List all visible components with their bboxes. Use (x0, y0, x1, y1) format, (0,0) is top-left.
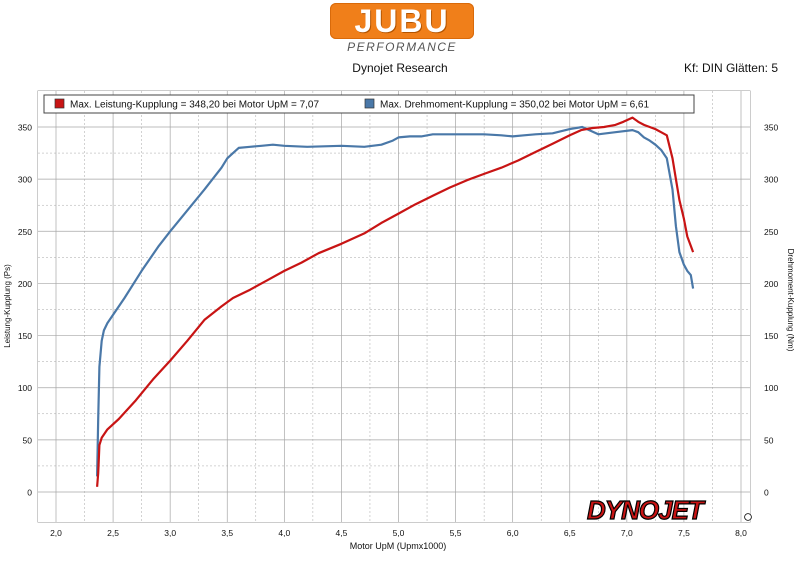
jubu-logo: JUBU PERFORMANCE (330, 3, 474, 54)
x-tick-label: 3,5 (221, 528, 233, 538)
x-tick-label: 6,5 (564, 528, 576, 538)
dynojet-logo: DYNOJET (586, 494, 752, 524)
right-y-tick-label: 250 (764, 227, 778, 237)
left-y-tick-label: 250 (18, 227, 32, 237)
left-axis-ticks: 0 50 100 150 200 250 300 350 (18, 123, 32, 498)
legend-swatch-power (54, 98, 65, 109)
x-tick-label: 4,0 (278, 528, 290, 538)
logo-subtext: PERFORMANCE (347, 40, 457, 54)
x-tick-label: 7,5 (678, 528, 690, 538)
right-axis-label: Drehmoment-Kupplung (Nm) (786, 249, 795, 352)
logo-background (330, 3, 474, 39)
x-tick-label: 8,0 (735, 528, 747, 538)
x-tick-label: 5,5 (450, 528, 462, 538)
x-tick-label: 2,0 (50, 528, 62, 538)
x-tick-label: 3,0 (164, 528, 176, 538)
logo-text: JUBU (354, 3, 450, 39)
dynojet-logo-text: DYNOJET (587, 495, 706, 524)
x-tick-label: 2,5 (107, 528, 119, 538)
left-axis-label: Leistung-Kupplung (Ps) (3, 264, 12, 348)
grid-lines (38, 91, 750, 522)
left-y-tick-label: 350 (18, 123, 32, 133)
x-axis-label: Motor UpM (Upmx1000) (350, 541, 447, 551)
right-axis-ticks: 0 50 100 150 200 250 300 350 (764, 123, 778, 498)
legend-swatch-torque (364, 98, 375, 109)
right-y-tick-label: 100 (764, 383, 778, 393)
right-y-tick-label: 300 (764, 175, 778, 185)
x-tick-label: 5,0 (393, 528, 405, 538)
torque-series-line (96, 125, 695, 477)
left-y-tick-label: 50 (23, 435, 33, 445)
right-y-tick-label: 350 (764, 123, 778, 133)
plot-area (38, 91, 750, 522)
x-tick-label: 6,0 (507, 528, 519, 538)
left-y-tick-label: 200 (18, 279, 32, 289)
left-y-tick-label: 150 (18, 331, 32, 341)
right-y-tick-label: 150 (764, 331, 778, 341)
registered-mark-icon (744, 513, 752, 521)
right-y-tick-label: 50 (764, 435, 774, 445)
correction-info: Kf: DIN Glätten: 5 (683, 61, 778, 75)
right-y-tick-label: 200 (764, 279, 778, 289)
left-y-tick-label: 300 (18, 175, 32, 185)
legend-torque: Max. Drehmoment-Kupplung = 350,02 bei Mo… (380, 100, 649, 111)
legend-power: Max. Leistung-Kupplung = 348,20 bei Moto… (70, 100, 319, 111)
left-y-tick-label: 100 (18, 383, 32, 393)
x-axis-ticks: 2,0 2,5 3,0 3,5 4,0 4,5 5,0 5,5 6,0 6,5 7,0 7,5 8,0 (50, 528, 747, 538)
right-y-tick-label: 0 (764, 488, 769, 498)
left-y-tick-label: 0 (27, 488, 32, 498)
power-series-line (96, 116, 695, 487)
legend: Max. Leistung-Kupplung = 348,20 bei Moto… (43, 94, 695, 114)
report-title: Dynojet Research (352, 61, 448, 75)
x-tick-label: 4,5 (336, 528, 348, 538)
x-tick-label: 7,0 (621, 528, 633, 538)
